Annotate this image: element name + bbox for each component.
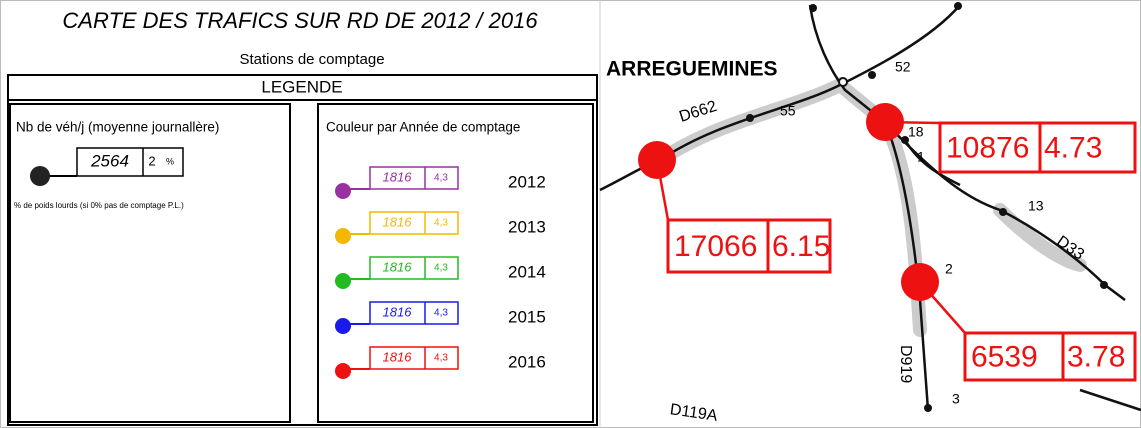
sample-value: 1816 [383,259,413,274]
year: 2013 [508,217,546,236]
sample-box [369,346,459,370]
sample-pl: 4,3 [434,263,448,274]
count-box [963,331,1137,382]
year-legend: 1816 4,3 2012 1816 4,3 2013 1816 4,3 2014 1816 4,3… [335,166,546,379]
pin [335,228,351,244]
year-box [317,103,594,423]
subtitle: Stations de comptage [239,51,384,68]
pl-unit: % [166,156,174,166]
year: 2016 [508,352,546,371]
station-pin [901,263,939,301]
count-box [666,218,832,274]
pin [335,183,351,199]
sample-pl: 2 [148,153,155,168]
station-number: 1 [917,149,925,165]
station-number: 3 [952,391,960,407]
sample-value: 1816 [383,304,413,319]
road-label: D119A [669,401,719,425]
count-value: 10876 [946,131,1029,164]
sample-box [369,301,459,325]
sample-value: 1816 [383,214,413,229]
town: ARREGUEMINES [606,58,778,81]
station-number: 52 [895,59,911,75]
count-pl: 4.73 [1044,131,1102,164]
year: 2015 [508,307,546,326]
sample-pl: 4,3 [434,353,448,364]
sample-pin [30,166,50,186]
sample-box [76,147,184,177]
volume-title: Nb de véh/j (moyenne journallère) [16,120,219,135]
count-box [938,121,1137,174]
sample-pl: 4,3 [434,173,448,184]
station-pin [866,103,904,141]
sample-pl: 4,3 [434,308,448,319]
station-number: 18 [908,124,924,140]
sample-box [369,211,459,235]
pl-note: % de poids lourds (si 0% pas de comptage… [14,201,184,210]
year: 2012 [508,172,546,191]
pin [335,363,351,379]
legend-box [7,74,598,426]
legend-title: LEGENDE [261,77,342,96]
junction [838,77,848,87]
count-value: 6539 [971,340,1038,373]
pin [335,273,351,289]
year: 2014 [508,262,546,281]
station-dots [746,2,1108,412]
count-value: 17066 [674,230,757,263]
station-number: 13 [1028,198,1044,214]
count-pl: 6.15 [772,230,830,263]
pin [335,318,351,334]
sample-value: 1816 [383,169,413,184]
road-label: D919 [897,345,914,383]
sample-box [369,166,459,190]
year-title: Couleur par Année de comptage [326,120,520,135]
station-pin [638,141,676,179]
title: CARTE DES TRAFICS SUR RD DE 2012 / 2016 [62,8,538,33]
volume-box [9,103,291,423]
sample-box [369,256,459,280]
station-number: 55 [780,103,796,119]
sample-pl: 4,3 [434,218,448,229]
sample-value: 2564 [90,151,129,170]
map: ARREGUEMINES D662 D33 D919 D119A 55 52 1… [599,0,1141,428]
count-pl: 3.78 [1067,340,1125,373]
counts: 17066 6.15 10876 4.73 6539 3.78 [638,103,1137,382]
sample-value: 1816 [383,349,413,364]
station-number: 2 [945,261,953,277]
